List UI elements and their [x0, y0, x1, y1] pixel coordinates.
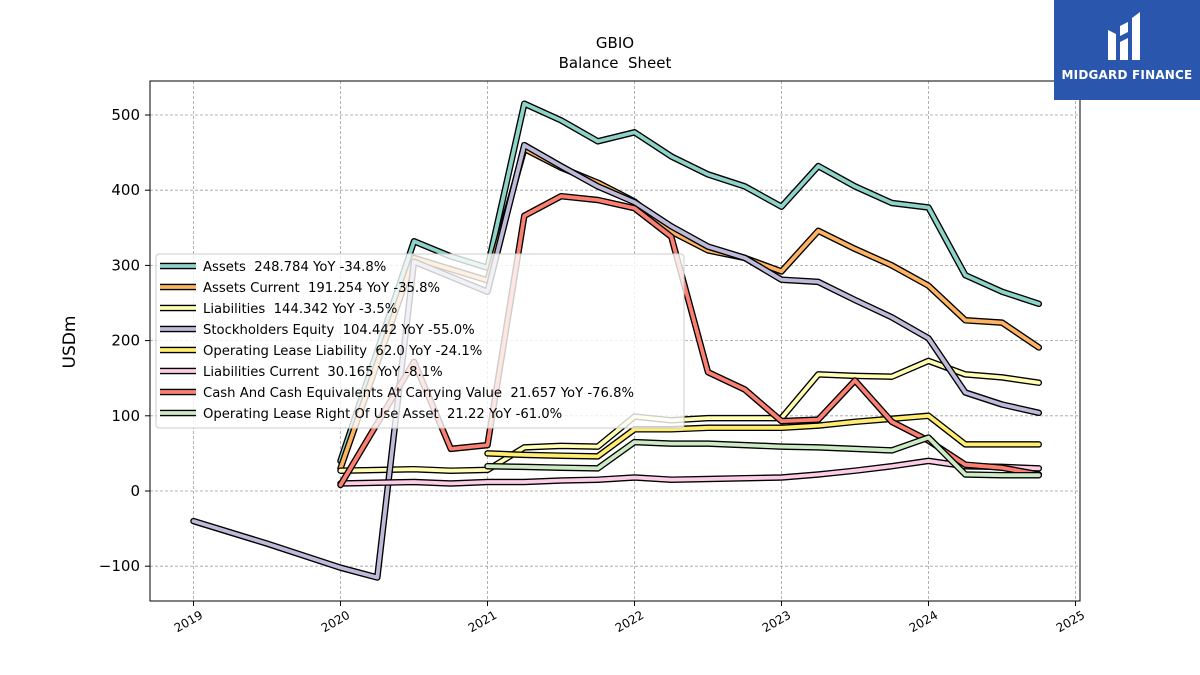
y-axis-label: USDm [60, 316, 80, 369]
x-tick-label: 2021 [466, 608, 499, 635]
y-tick-label: 100 [111, 407, 140, 425]
y-tick-label: 300 [111, 256, 140, 274]
legend: Assets 248.784 YoY -34.8% Assets Current … [155, 253, 685, 429]
series-2 [337, 357, 1043, 474]
chart-subtitle: Balance Sheet [559, 54, 672, 72]
legend-label: Stockholders Equity 104.442 YoY -55.0% [203, 323, 475, 338]
series-5 [337, 457, 1043, 487]
series-line [338, 358, 1041, 473]
legend-label: Assets 248.784 YoY -34.8% [203, 260, 386, 275]
x-tick-label: 2019 [172, 608, 205, 635]
legend-label: Operating Lease Right Of Use Asset 21.22… [203, 407, 562, 422]
midgard-logo-icon [1108, 12, 1140, 60]
x-tick-label: 2022 [613, 608, 646, 635]
y-tick-label: 400 [111, 181, 140, 199]
y-tick-label: −100 [99, 557, 140, 575]
legend-label: Cash And Cash Equivalents At Carrying Va… [203, 386, 634, 401]
axes: 2019 2020 2021 2022 2023 2024 2025 −100 0 100 200 3… [99, 80, 1087, 635]
legend-label: Liabilities 144.342 YoY -3.5% [203, 302, 397, 317]
series-7 [484, 434, 1043, 479]
y-tick-label: 200 [111, 332, 140, 350]
y-tick-label: 0 [130, 482, 140, 500]
y-tick-label: 500 [111, 106, 140, 124]
logo-text: MIDGARD FINANCE [1061, 68, 1193, 82]
chart-title: GBIO [596, 34, 634, 52]
midgard-finance-logo: MIDGARD FINANCE [1054, 0, 1200, 100]
series-4 [484, 412, 1043, 460]
series-line [338, 458, 1041, 486]
series-line [485, 413, 1041, 459]
legend-label: Operating Lease Liability 62.0 YoY -24.1… [203, 344, 482, 359]
legend-box [155, 253, 685, 429]
legend-label: Liabilities Current 30.165 YoY -8.1% [203, 365, 443, 380]
x-tick-label: 2020 [319, 608, 352, 635]
x-tick-label: 2025 [1054, 608, 1087, 635]
plot-frame [149, 80, 1081, 602]
legend-label: Assets Current 191.254 YoY -35.8% [203, 281, 440, 296]
x-tick-label: 2024 [907, 608, 940, 635]
series-line [485, 435, 1041, 478]
x-tick-label: 2023 [760, 608, 793, 635]
